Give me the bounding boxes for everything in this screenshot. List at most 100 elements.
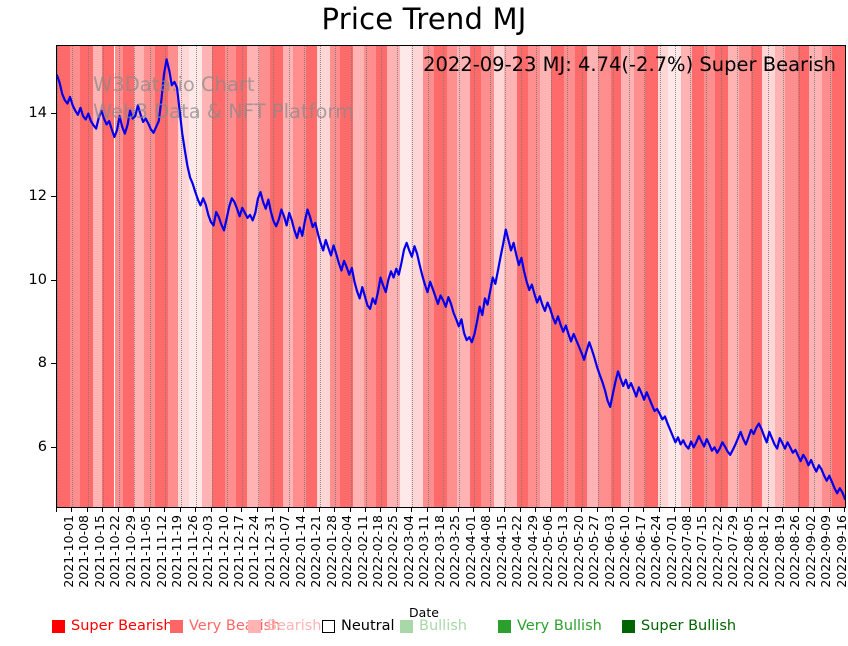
x-tick-label: 2022-07-15 <box>694 515 710 588</box>
x-tick-label: 2022-09-09 <box>818 515 834 588</box>
x-tick-mark <box>504 508 506 512</box>
sentiment-band <box>551 46 564 507</box>
legend-item[interactable]: Super Bullish <box>622 618 736 634</box>
y-tick-label: 12 <box>28 188 47 205</box>
y-tick-label: 14 <box>28 104 47 121</box>
gridline <box>396 46 398 507</box>
x-tick-mark <box>318 508 320 512</box>
x-tick-mark <box>735 508 737 512</box>
x-tick-label: 2022-02-18 <box>370 515 386 588</box>
y-tick-mark <box>51 446 56 448</box>
x-tick-label: 2021-12-31 <box>261 515 277 588</box>
sentiment-band <box>621 46 635 507</box>
x-tick-label: 2022-09-02 <box>802 515 818 588</box>
sentiment-band <box>80 46 94 507</box>
gridline <box>427 46 429 507</box>
x-tick-label: 2021-12-03 <box>200 515 216 588</box>
x-tick-mark <box>287 508 289 512</box>
sentiment-band <box>93 46 102 507</box>
sentiment-band <box>574 46 588 507</box>
gridline <box>72 46 74 507</box>
x-tick-mark <box>86 508 88 512</box>
x-tick-mark <box>473 508 475 512</box>
x-tick-mark <box>658 508 660 512</box>
legend-item[interactable]: Bearish <box>248 618 322 634</box>
sentiment-band <box>69 46 81 507</box>
x-tick-label: 2021-10-01 <box>61 515 76 588</box>
y-tick-label: 10 <box>28 271 47 288</box>
sentiment-band <box>704 46 716 507</box>
sentiment-band <box>785 46 799 507</box>
x-tick-label: 2021-10-15 <box>91 515 107 588</box>
x-tick-mark <box>256 508 258 512</box>
x-tick-label: 2022-07-08 <box>679 515 695 588</box>
x-tick-mark <box>519 508 521 512</box>
sentiment-band <box>738 46 752 507</box>
x-tick-mark <box>534 508 536 512</box>
x-tick-mark <box>303 508 305 512</box>
sentiment-band <box>269 46 283 507</box>
x-tick-label: 2022-03-25 <box>447 515 463 588</box>
x-tick-mark <box>102 508 104 512</box>
x-tick-label: 2022-02-11 <box>354 515 370 588</box>
x-tick-label: 2021-10-22 <box>107 515 123 588</box>
sentiment-bands <box>57 46 845 507</box>
sentiment-band <box>610 46 622 507</box>
gridline <box>752 46 754 507</box>
x-tick-mark <box>349 508 351 512</box>
gridline <box>165 46 167 507</box>
sentiment-band <box>114 46 124 507</box>
sentiment-band <box>668 46 681 507</box>
gridline <box>566 46 568 507</box>
x-tick-label: 2022-08-05 <box>740 515 756 588</box>
legend-swatch <box>170 619 183 633</box>
x-tick-label: 2022-07-22 <box>709 515 725 588</box>
legend-item[interactable]: Super Bearish <box>52 618 173 634</box>
gridline <box>644 46 646 507</box>
x-tick-mark <box>426 508 428 512</box>
gridline <box>335 46 337 507</box>
y-axis-ticks: 6 8 10 12 14 <box>0 45 56 508</box>
x-tick-mark <box>272 508 274 512</box>
sentiment-band <box>282 46 294 507</box>
legend-swatch <box>498 619 511 633</box>
x-axis-ticks: 2021-10-01 2021-10-08 2021-10-15 2021-10-22… <box>56 508 848 608</box>
sentiment-band <box>527 46 541 507</box>
sentiment-band <box>340 46 354 507</box>
gridline <box>304 46 306 507</box>
legend: Super Bearish Very Bearish Bearish Neutral B… <box>0 618 848 642</box>
gridline <box>613 46 615 507</box>
legend-item[interactable]: Neutral <box>322 618 395 634</box>
sentiment-band <box>293 46 307 507</box>
sentiment-band <box>597 46 611 507</box>
x-tick-mark <box>395 508 397 512</box>
sentiment-band <box>123 46 134 507</box>
sentiment-band <box>644 46 658 507</box>
sentiment-band <box>751 46 762 507</box>
legend-item[interactable]: Very Bullish <box>498 618 602 634</box>
x-tick-mark <box>627 508 629 512</box>
price-line-series <box>57 58 845 501</box>
latest-value-annotation: 2022-09-23 MJ: 4.74(-2.7%) Super Bearish <box>423 53 836 76</box>
x-tick-mark <box>411 508 413 512</box>
sentiment-band <box>57 46 70 507</box>
legend-item[interactable]: Bullish <box>400 618 467 634</box>
sentiment-band <box>144 46 155 507</box>
gridline <box>829 46 831 507</box>
x-tick-label: 2022-04-01 <box>462 515 478 588</box>
x-tick-label: 2021-11-12 <box>153 515 169 588</box>
x-tick-mark <box>488 508 490 512</box>
x-tick-label: 2021-12-17 <box>230 515 246 588</box>
gridline <box>535 46 537 507</box>
plot-area: W3Data.io Chart Web3 Data & NFT Platform … <box>56 45 846 508</box>
gridline <box>103 46 105 507</box>
x-tick-label: 2022-08-12 <box>756 515 772 588</box>
x-tick-mark <box>751 508 753 512</box>
sentiment-band <box>634 46 645 507</box>
legend-label: Very Bullish <box>517 618 602 634</box>
sentiment-band <box>727 46 739 507</box>
x-axis-label: Date <box>409 605 439 620</box>
sentiment-band <box>446 46 458 507</box>
sentiment-band <box>259 46 270 507</box>
